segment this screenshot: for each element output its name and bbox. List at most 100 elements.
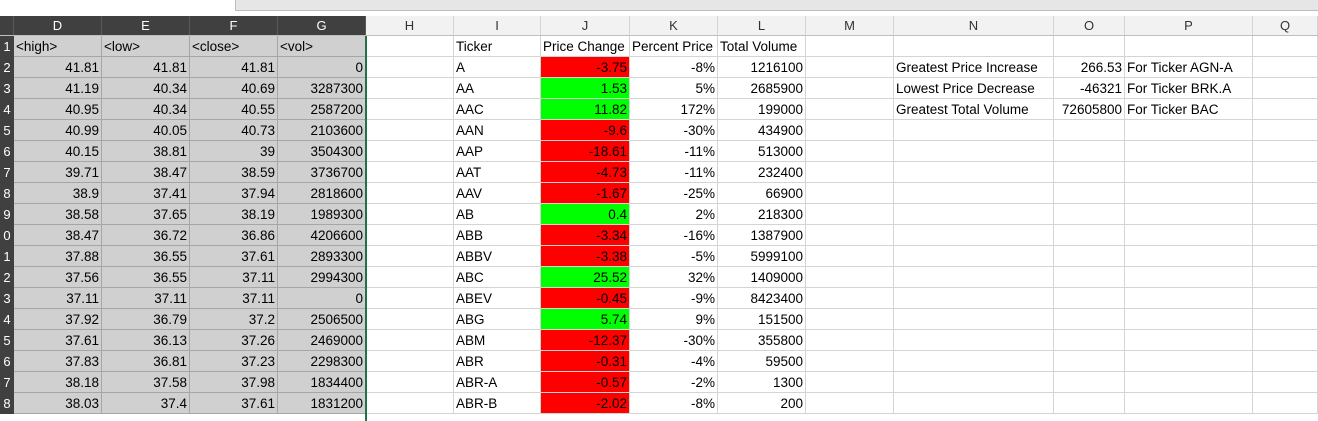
empty-cell[interactable]	[1125, 246, 1253, 267]
data-cell[interactable]: 38.19	[190, 204, 278, 225]
empty-cell[interactable]	[1125, 120, 1253, 141]
percent-change-cell[interactable]: -2%	[630, 372, 718, 393]
empty-cell[interactable]	[1253, 267, 1318, 288]
total-volume-cell[interactable]: 66900	[718, 183, 806, 204]
data-cell[interactable]: 38.47	[14, 225, 102, 246]
ticker-cell[interactable]: ABR-B	[454, 393, 541, 414]
total-volume-cell[interactable]: 199000	[718, 99, 806, 120]
data-cell[interactable]: 40.34	[102, 99, 190, 120]
summary-header-cell[interactable]: Price Change	[541, 36, 630, 57]
ticker-cell[interactable]: ABR	[454, 351, 541, 372]
data-cell[interactable]: 2893300	[278, 246, 366, 267]
total-volume-cell[interactable]: 1387900	[718, 225, 806, 246]
empty-cell[interactable]	[1125, 267, 1253, 288]
empty-cell[interactable]	[1125, 183, 1253, 204]
data-cell[interactable]: 40.69	[190, 78, 278, 99]
percent-change-cell[interactable]: 5%	[630, 78, 718, 99]
empty-cell[interactable]	[366, 141, 454, 162]
empty-cell[interactable]	[894, 225, 1054, 246]
empty-cell[interactable]	[894, 351, 1054, 372]
empty-cell[interactable]	[1054, 372, 1125, 393]
empty-cell[interactable]	[1253, 288, 1318, 309]
row-header[interactable]: 2	[0, 267, 14, 288]
formula-bar[interactable]	[235, 0, 1318, 11]
empty-cell[interactable]	[1125, 351, 1253, 372]
percent-change-cell[interactable]: -30%	[630, 120, 718, 141]
data-cell[interactable]: 39.71	[14, 162, 102, 183]
row-header[interactable]: 5	[0, 330, 14, 351]
empty-cell[interactable]	[1125, 288, 1253, 309]
data-cell[interactable]: 37.11	[102, 288, 190, 309]
empty-cell[interactable]	[894, 372, 1054, 393]
percent-change-cell[interactable]: -4%	[630, 351, 718, 372]
ticker-cell[interactable]: AAT	[454, 162, 541, 183]
data-cell[interactable]: 40.95	[14, 99, 102, 120]
empty-cell[interactable]	[1054, 246, 1125, 267]
price-change-cell[interactable]: 25.52	[541, 267, 630, 288]
empty-cell[interactable]	[806, 57, 894, 78]
empty-cell[interactable]	[1125, 309, 1253, 330]
empty-cell[interactable]	[894, 309, 1054, 330]
empty-cell[interactable]	[1054, 267, 1125, 288]
summary-header-cell[interactable]: Total Volume	[718, 36, 806, 57]
empty-cell[interactable]	[1054, 309, 1125, 330]
percent-change-cell[interactable]: -16%	[630, 225, 718, 246]
data-cell[interactable]: 37.65	[102, 204, 190, 225]
data-cell[interactable]: 40.55	[190, 99, 278, 120]
row-header[interactable]: 1	[0, 246, 14, 267]
empty-cell[interactable]	[806, 99, 894, 120]
empty-cell[interactable]	[366, 267, 454, 288]
row-header[interactable]: 6	[0, 351, 14, 372]
percent-change-cell[interactable]: -11%	[630, 162, 718, 183]
worksheet-grid[interactable]: 1 2 3 4 5 6 7 8 9 0 1 2 3 4 5 6 7 8 <high> <low> <close> <vol…	[0, 36, 1318, 421]
column-header-n[interactable]: N	[894, 16, 1054, 35]
data-cell[interactable]: 37.56	[14, 267, 102, 288]
empty-cell[interactable]	[806, 351, 894, 372]
row-header[interactable]: 7	[0, 162, 14, 183]
summary-header-cell[interactable]: Ticker	[454, 36, 541, 57]
empty-cell[interactable]	[1054, 162, 1125, 183]
column-header-i[interactable]: I	[454, 16, 541, 35]
empty-cell[interactable]	[1253, 162, 1318, 183]
price-change-cell[interactable]: 11.82	[541, 99, 630, 120]
greatest-ticker-cell[interactable]: For Ticker BRK.A	[1125, 78, 1253, 99]
empty-cell[interactable]	[1253, 204, 1318, 225]
data-cell[interactable]: 40.05	[102, 120, 190, 141]
ticker-cell[interactable]: ABG	[454, 309, 541, 330]
empty-cell[interactable]	[366, 246, 454, 267]
total-volume-cell[interactable]: 151500	[718, 309, 806, 330]
data-cell[interactable]: 41.81	[102, 57, 190, 78]
empty-cell[interactable]	[1253, 393, 1318, 414]
data-cell[interactable]: 37.26	[190, 330, 278, 351]
empty-cell[interactable]	[806, 246, 894, 267]
column-header-q[interactable]: Q	[1253, 16, 1318, 35]
data-cell[interactable]: 37.4	[102, 393, 190, 414]
price-change-cell[interactable]: -3.34	[541, 225, 630, 246]
total-volume-cell[interactable]: 232400	[718, 162, 806, 183]
data-cell[interactable]: 37.61	[190, 246, 278, 267]
empty-cell[interactable]	[894, 288, 1054, 309]
empty-cell[interactable]	[894, 267, 1054, 288]
percent-change-cell[interactable]: 9%	[630, 309, 718, 330]
greatest-ticker-cell[interactable]: For Ticker AGN-A	[1125, 57, 1253, 78]
column-header-f[interactable]: F	[190, 16, 278, 35]
price-change-cell[interactable]: -4.73	[541, 162, 630, 183]
empty-cell[interactable]	[1125, 204, 1253, 225]
empty-cell[interactable]	[806, 36, 894, 57]
data-cell[interactable]: 38.59	[190, 162, 278, 183]
percent-change-cell[interactable]: -5%	[630, 246, 718, 267]
empty-cell[interactable]	[366, 162, 454, 183]
data-cell[interactable]: 3287300	[278, 78, 366, 99]
empty-cell[interactable]	[1253, 330, 1318, 351]
row-header[interactable]: 3	[0, 78, 14, 99]
total-volume-cell[interactable]: 200	[718, 393, 806, 414]
empty-cell[interactable]	[1054, 288, 1125, 309]
percent-change-cell[interactable]: -9%	[630, 288, 718, 309]
empty-cell[interactable]	[1253, 225, 1318, 246]
empty-cell[interactable]	[366, 183, 454, 204]
empty-cell[interactable]	[806, 78, 894, 99]
ticker-cell[interactable]: AAV	[454, 183, 541, 204]
data-cell[interactable]: 37.58	[102, 372, 190, 393]
price-change-cell[interactable]: -0.57	[541, 372, 630, 393]
data-cell[interactable]: 2506500	[278, 309, 366, 330]
